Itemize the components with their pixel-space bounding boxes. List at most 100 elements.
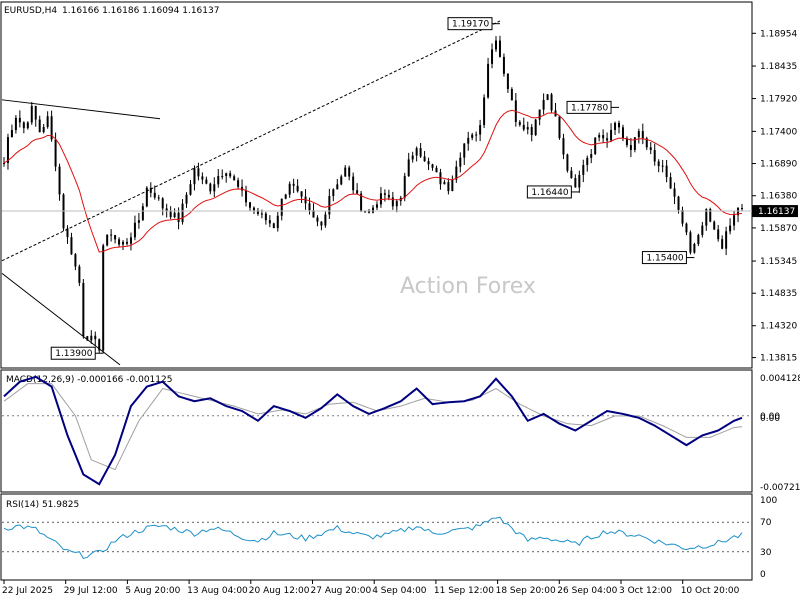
candle-body bbox=[447, 182, 450, 192]
candle-body bbox=[407, 159, 410, 177]
rsi-series bbox=[2, 516, 752, 560]
candle-body bbox=[598, 135, 601, 138]
lower-trendline bbox=[1, 272, 121, 366]
macd-panel bbox=[0, 369, 753, 493]
candle-body bbox=[3, 162, 5, 164]
candle-body bbox=[114, 235, 117, 240]
candle-body bbox=[110, 234, 113, 236]
candle-body bbox=[256, 210, 259, 214]
macd-tick-label: -0.007216 bbox=[760, 483, 800, 493]
macd-indicator-label: MACD(12,26,9) -0.000166 -0.001125 bbox=[6, 375, 172, 385]
candle-body bbox=[10, 130, 13, 138]
candle-body bbox=[383, 193, 386, 195]
candle-body bbox=[177, 212, 180, 223]
candle-body bbox=[677, 196, 680, 210]
candle-body bbox=[264, 213, 267, 221]
candle-body bbox=[102, 245, 105, 351]
pivot-labels: 1.19170 1.17780 1.16440 1.15400 1.13900 bbox=[50, 17, 695, 360]
candle-body bbox=[733, 215, 736, 226]
upper-trendline bbox=[1, 99, 161, 120]
candle-body bbox=[558, 116, 561, 139]
watermark: Action Forex bbox=[400, 274, 536, 299]
candle-body bbox=[161, 198, 164, 209]
candle-body bbox=[709, 209, 712, 222]
pivot-label-text: 1.19170 bbox=[452, 20, 489, 30]
candle-body bbox=[300, 191, 303, 197]
candle-body bbox=[506, 73, 509, 89]
price-tick-label: 1.15345 bbox=[760, 257, 797, 267]
candle-body bbox=[693, 243, 696, 253]
price-tick-label: 1.16890 bbox=[760, 160, 797, 170]
pivot-label-text: 1.15400 bbox=[646, 254, 683, 264]
candle-body bbox=[741, 208, 743, 210]
x-tick-label: 5 Aug 20:00 bbox=[125, 586, 180, 596]
candle-body bbox=[471, 134, 474, 138]
candle-body bbox=[86, 336, 89, 341]
candle-body bbox=[38, 119, 41, 133]
macd-main-line bbox=[3, 375, 743, 486]
candle-body bbox=[18, 117, 21, 123]
candle-body bbox=[129, 237, 132, 244]
candle-body bbox=[737, 208, 740, 216]
rsi-y-axis: 100 70 30 0 bbox=[760, 496, 777, 580]
x-tick-label: 11 Sep 12:00 bbox=[434, 586, 494, 596]
candle-body bbox=[614, 122, 617, 130]
candle-body bbox=[221, 175, 224, 177]
candle-body bbox=[491, 49, 494, 64]
candle-body bbox=[641, 131, 644, 139]
candle-body bbox=[550, 94, 553, 111]
candle-body bbox=[348, 167, 351, 177]
candle-body bbox=[498, 40, 501, 57]
candle-body bbox=[22, 122, 25, 129]
candle-body bbox=[42, 126, 45, 133]
candle-body bbox=[625, 138, 628, 146]
candle-body bbox=[661, 165, 664, 167]
candle-body bbox=[193, 168, 196, 185]
candle-body bbox=[153, 192, 156, 198]
candle-body bbox=[356, 190, 359, 194]
candle-body bbox=[320, 221, 323, 226]
candle-body bbox=[713, 221, 716, 230]
candle-body bbox=[133, 222, 136, 238]
price-panel bbox=[0, 1, 753, 369]
candle-body bbox=[26, 122, 29, 129]
candle-body bbox=[364, 211, 367, 213]
macd-signal-line bbox=[3, 383, 743, 471]
x-tick-label: 20 Aug 12:00 bbox=[249, 586, 310, 596]
candle-body bbox=[610, 129, 613, 141]
candle-body bbox=[137, 220, 140, 223]
candle-body bbox=[98, 339, 101, 351]
price-tick-label: 1.14320 bbox=[760, 322, 797, 332]
candle-body bbox=[510, 88, 513, 101]
pivot-label-box bbox=[447, 17, 493, 31]
candle-body bbox=[368, 211, 371, 213]
rsi-tick-label: 100 bbox=[760, 496, 777, 506]
candle-body bbox=[74, 254, 77, 267]
x-tick-label: 10 Oct 20:00 bbox=[681, 586, 740, 596]
candle-body bbox=[122, 241, 125, 245]
candle-body bbox=[249, 202, 251, 208]
candle-body bbox=[217, 175, 220, 185]
moving-average-line bbox=[3, 109, 743, 253]
candle-body bbox=[46, 116, 49, 127]
candle-body bbox=[379, 193, 382, 205]
pivot-label-text: 1.17780 bbox=[571, 103, 608, 113]
candle-body bbox=[82, 282, 85, 337]
candle-body bbox=[118, 239, 121, 245]
rsi-panel bbox=[0, 493, 753, 581]
candle-body bbox=[352, 176, 355, 191]
candle-body bbox=[637, 131, 640, 138]
candle-body bbox=[165, 208, 168, 212]
candle-body bbox=[90, 335, 93, 341]
candle-body bbox=[344, 167, 347, 177]
candle-body bbox=[673, 188, 676, 197]
candle-body bbox=[296, 185, 299, 192]
candle-body bbox=[30, 105, 33, 123]
candle-body bbox=[542, 100, 545, 110]
candle-body bbox=[292, 183, 295, 186]
pivot-label-text: 1.13900 bbox=[55, 349, 92, 359]
price-tick-label: 1.18435 bbox=[760, 62, 797, 72]
candle-body bbox=[66, 228, 69, 238]
rsi-tick-label: 30 bbox=[760, 548, 772, 558]
